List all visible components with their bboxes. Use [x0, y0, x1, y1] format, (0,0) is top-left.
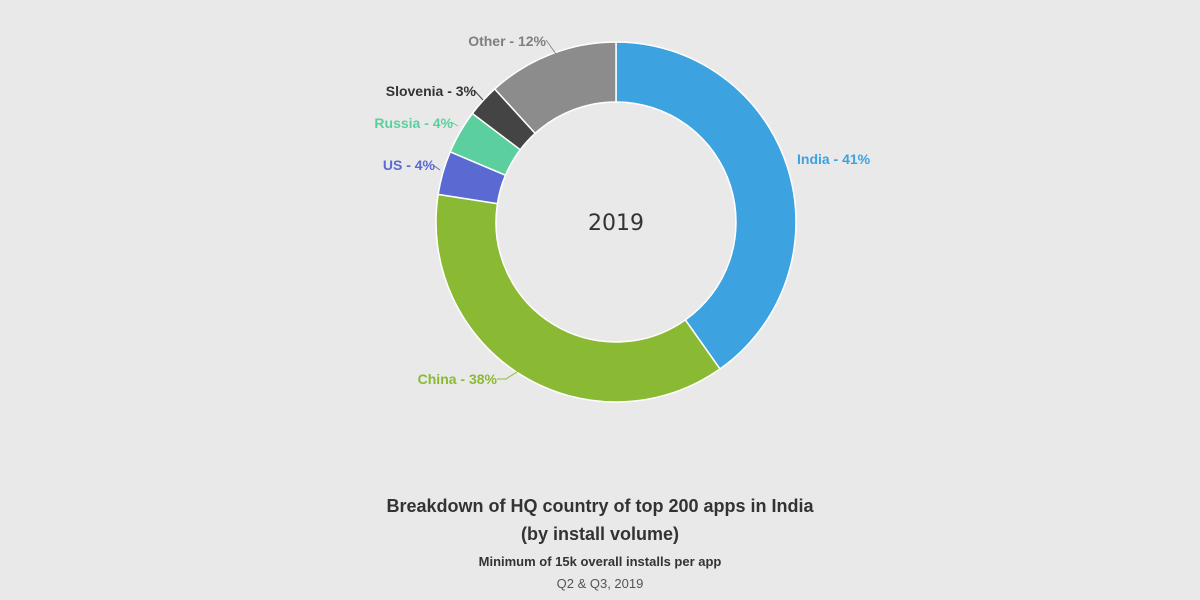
chart-title-line1: Breakdown of HQ country of top 200 apps … [386, 496, 814, 516]
slice-labels: India - 41% China - 38% US - 4% Russia - 4%… [374, 33, 870, 387]
chart-subtitle: Minimum of 15k overall installs per app [478, 554, 722, 569]
chart-period: Q2 & Q3, 2019 [556, 576, 644, 591]
slice-label: Slovenia - 3% [386, 83, 477, 99]
slice-leader-line [473, 89, 484, 101]
slice-leader-line [432, 164, 441, 171]
center-year-label: 2019 [588, 211, 644, 236]
donut-slice [435, 193, 722, 403]
label-leader-lines [432, 39, 557, 380]
slice-label: India - 41% [797, 151, 871, 167]
chart-caption: Breakdown of HQ country of top 200 apps … [0, 492, 1200, 594]
slice-label: US - 4% [383, 157, 436, 173]
donut-slice [615, 41, 797, 370]
slice-leader-line [450, 121, 459, 127]
slice-leader-line [497, 369, 521, 380]
donut-slice [493, 41, 617, 135]
slice-label: Other - 12% [468, 33, 546, 49]
slice-leader-line [545, 39, 557, 55]
donut-slices [435, 41, 797, 403]
slice-label: Russia - 4% [374, 115, 453, 131]
slice-label: China - 38% [418, 371, 498, 387]
chart-title-line2: (by install volume) [520, 524, 680, 544]
donut-chart: India - 41% China - 38% US - 4% Russia - 4%… [374, 33, 871, 403]
